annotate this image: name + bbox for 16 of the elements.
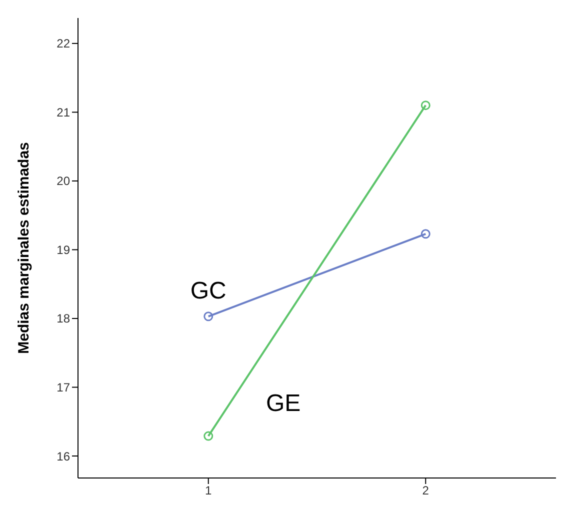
- y-tick-label: 22: [56, 36, 70, 51]
- y-tick-label: 19: [56, 242, 70, 257]
- x-tick-label: 1: [205, 484, 212, 498]
- point: [204, 431, 214, 441]
- y-tick-label: 16: [56, 449, 70, 464]
- y-tick-label: 20: [56, 174, 70, 188]
- point: [420, 100, 430, 110]
- point: [204, 312, 214, 322]
- series-label: GE: [266, 390, 301, 418]
- series-label: GC: [190, 277, 226, 304]
- y-tick-label: 21: [56, 105, 70, 120]
- x-tick-label: 2: [422, 484, 430, 498]
- y-tick-label: 17: [56, 380, 70, 394]
- y-tick-label: 18: [56, 312, 70, 326]
- y-axis-title: Medias marginales estimadas: [15, 142, 32, 354]
- point: [420, 229, 430, 239]
